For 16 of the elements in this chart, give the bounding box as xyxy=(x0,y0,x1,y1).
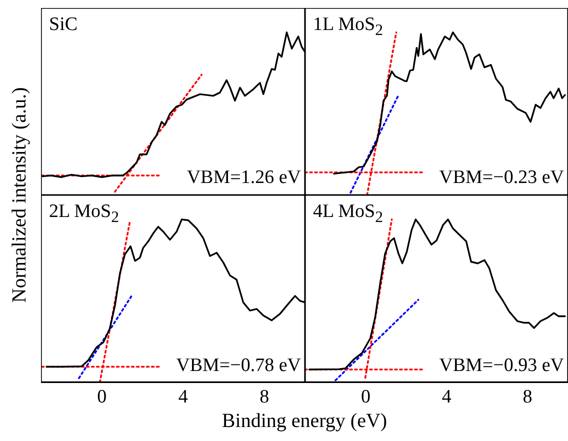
chart-title: SiC xyxy=(49,14,78,36)
x-tick-label: 0 xyxy=(360,386,370,408)
x-tick-label: 4 xyxy=(442,386,452,408)
x-tick-label: 8 xyxy=(260,386,270,408)
annotation: VBM=−0.23 eV xyxy=(439,167,564,189)
annotation: VBM=−0.93 eV xyxy=(439,355,564,377)
chart-title: 1L MoS$_{2}$ xyxy=(313,14,384,40)
chart-title: 4L MoS$_{2}$ xyxy=(313,201,384,227)
chart-title: 2L MoS$_{2}$ xyxy=(49,201,120,227)
annotation: VBM=1.26 eV xyxy=(186,167,301,189)
x-tick-label: 8 xyxy=(522,386,532,408)
annotation: VBM=−0.78 eV xyxy=(176,355,301,377)
x-axis-title: Binding energy (eV) xyxy=(220,410,388,433)
x-tick-label: 0 xyxy=(97,386,107,408)
x-tick-label: 4 xyxy=(178,386,188,408)
y-axis-title: Normalized intensity (a.u.) xyxy=(8,87,32,303)
